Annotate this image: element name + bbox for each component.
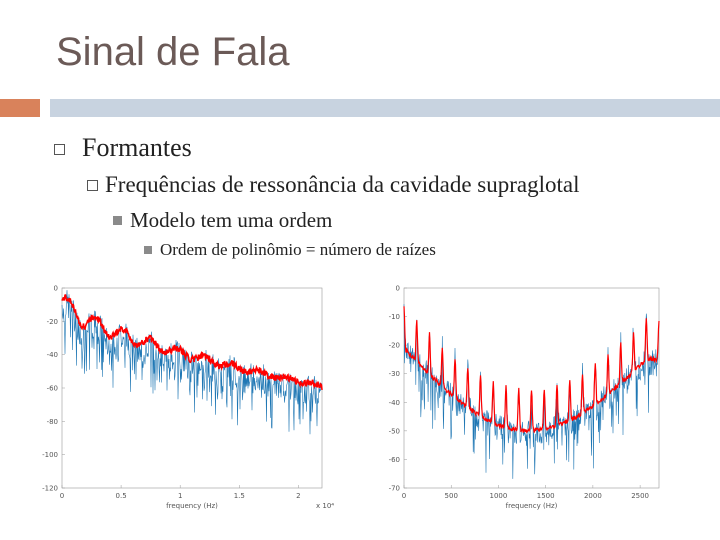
x-tick-label: 1500 (537, 492, 555, 500)
bullet-filled-square-icon (113, 216, 122, 225)
series-line-blue (403, 304, 660, 479)
bullet-level4: Ordem de polinômio = número de raízes (160, 240, 436, 259)
y-tick-label: -40 (389, 399, 400, 407)
spectrum-chart-left: 0 -20 -40 -60 -80 -100 -120 0 0.5 1 1.5 2 frequency … (30, 282, 334, 512)
y-tick-label: -100 (42, 451, 58, 459)
spectrum-chart-right-svg: 0-10-20-30-40-50-60-700 500 1000 1500 2000 25… (389, 285, 660, 510)
x-axis-label: frequency (Hz) (506, 502, 558, 510)
x-tick-label: 1 (178, 492, 182, 500)
y-tick-label: 0 (54, 285, 58, 293)
y-tick-label: -50 (389, 427, 400, 435)
series-line-blue (61, 290, 323, 435)
y-tick-label: -20 (47, 318, 58, 326)
y-tick-label: -80 (47, 418, 58, 426)
x-tick-label: 2500 (631, 492, 649, 500)
y-tick-label: -60 (47, 385, 58, 393)
bullet-level3: Modelo tem uma ordem (130, 208, 333, 232)
y-tick-label: -40 (47, 351, 58, 359)
slide-title: Sinal de Fala (56, 30, 290, 74)
x-tick-label: 0 (60, 492, 64, 500)
accent-bar (0, 99, 40, 117)
y-tick-label: -60 (389, 456, 400, 464)
x-axis-label: frequency (Hz) (166, 502, 218, 510)
x-tick-label: 2 (296, 492, 300, 500)
x-tick-label: 1.5 (234, 492, 245, 500)
series-line-red (403, 306, 660, 434)
y-tick-label: -20 (389, 342, 400, 350)
y-tick-label: -70 (389, 485, 400, 493)
spectrum-chart-right: 0 -10 -20 -30 -40 -50 -60 -70 0 500 1000 1500 2000 25… (378, 282, 673, 512)
y-tick-label: -10 (389, 313, 400, 321)
x-tick-label: 2000 (584, 492, 602, 500)
bullet-level2: Frequências de ressonância da cavidade s… (105, 172, 580, 197)
x-tick-label: 0 (402, 492, 406, 500)
bullet-square-icon (54, 144, 65, 155)
plot-frame (403, 287, 660, 489)
y-tick-label: -120 (42, 485, 58, 493)
series-line-red (61, 294, 323, 390)
x-tick-label: 500 (445, 492, 458, 500)
bullet-level1: Formantes (82, 133, 192, 162)
y-tick-label: -30 (389, 370, 400, 378)
bullet-filled-square-icon (144, 246, 152, 254)
bullet-square-icon (87, 180, 98, 191)
y-tick-label: 0 (396, 285, 400, 293)
x-scale-note: x 10⁴ (316, 502, 334, 510)
x-tick-label: 0.5 (116, 492, 127, 500)
header-bar (50, 99, 720, 117)
x-tick-label: 1000 (490, 492, 508, 500)
